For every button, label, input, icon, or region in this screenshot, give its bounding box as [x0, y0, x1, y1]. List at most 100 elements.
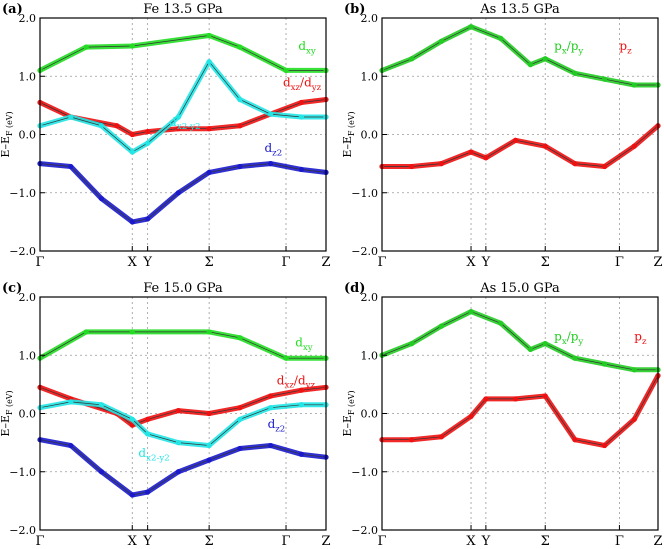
- band-point: [268, 393, 274, 399]
- band-point: [145, 128, 151, 135]
- band-line-core-4: [39, 163, 327, 223]
- band-point: [298, 114, 304, 120]
- y-tick-label: 0.0: [19, 408, 37, 421]
- series-label: dxz​/dyz​: [283, 76, 322, 93]
- y-tick-label: 0.0: [19, 129, 37, 142]
- y-tick-label: 1.0: [19, 70, 37, 83]
- band-point: [129, 329, 135, 335]
- x-tick-label: X: [128, 255, 138, 270]
- band-point: [206, 329, 212, 335]
- band-point: [298, 166, 304, 173]
- band-point: [527, 346, 533, 353]
- band-point: [527, 62, 533, 68]
- x-tick-label: Y: [481, 534, 491, 549]
- y-axis-label: E–EF (eV)​: [0, 111, 14, 157]
- band-line-1: [37, 33, 329, 73]
- band-point: [498, 35, 504, 41]
- series-label: dxy​: [295, 336, 313, 353]
- band-point: [175, 407, 181, 414]
- band-point: [283, 67, 289, 74]
- band-point: [631, 143, 637, 149]
- band-point: [98, 123, 105, 129]
- band-point: [298, 451, 304, 457]
- band-point: [283, 355, 289, 361]
- series-label: dxz​/dyz​: [277, 373, 316, 390]
- band-point: [468, 413, 474, 420]
- band-point: [468, 149, 474, 155]
- band-point: [438, 323, 444, 329]
- band-point: [206, 59, 212, 65]
- y-tick-label: 2.0: [361, 291, 379, 304]
- band-point: [468, 24, 474, 30]
- series-label: dx2-y2​: [138, 446, 169, 463]
- series-label: px​/py​: [554, 330, 583, 347]
- panel-title: As 15.0 GPa: [479, 281, 560, 296]
- band-point: [468, 308, 474, 315]
- band-point: [237, 416, 243, 422]
- band-point: [631, 416, 637, 422]
- band-line-1: [379, 309, 661, 373]
- band-point: [206, 32, 212, 39]
- band-point: [483, 396, 489, 402]
- band-line-4: [37, 437, 329, 498]
- band-point: [129, 149, 135, 155]
- y-tick-label: 1.0: [19, 349, 37, 362]
- panel-label: (a): [2, 2, 23, 17]
- x-tick-label: Z: [321, 534, 330, 549]
- x-tick-label: Z: [653, 255, 662, 270]
- band-point: [175, 469, 181, 475]
- y-tick-label: −2.0: [351, 245, 378, 258]
- y-tick-label: 1.0: [361, 70, 379, 83]
- band-point: [298, 402, 304, 408]
- x-tick-label: Γ: [282, 255, 291, 270]
- band-line-1: [37, 329, 329, 361]
- y-tick-label: −1.0: [351, 466, 378, 479]
- x-tick-label: Σ: [541, 534, 550, 549]
- band-point: [83, 44, 89, 50]
- band-point: [175, 190, 181, 196]
- y-tick-label: 2.0: [19, 291, 37, 304]
- band-point: [129, 219, 135, 225]
- band-point: [268, 405, 274, 411]
- band-point: [98, 195, 105, 202]
- x-tick-label: X: [466, 255, 476, 270]
- band-point: [145, 416, 151, 422]
- band-point: [145, 216, 151, 222]
- plot-frame: [39, 17, 327, 252]
- band-point: [542, 393, 548, 399]
- band-point: [298, 387, 304, 393]
- x-tick-label: Γ: [377, 534, 386, 549]
- y-tick-label: 2.0: [19, 12, 37, 25]
- band-point: [98, 402, 105, 408]
- band-point: [237, 405, 243, 411]
- band-point: [498, 320, 504, 326]
- x-tick-label: Y: [142, 255, 152, 270]
- y-tick-label: 0.0: [361, 408, 379, 421]
- y-tick-label: −1.0: [9, 187, 36, 200]
- x-tick-label: Y: [142, 534, 152, 549]
- x-tick-label: X: [128, 534, 138, 549]
- band-point: [206, 442, 212, 449]
- band-point: [145, 489, 151, 495]
- band-point: [175, 114, 181, 120]
- y-tick-label: −1.0: [9, 466, 36, 479]
- panel-label: (b): [344, 2, 365, 17]
- band-point: [175, 440, 181, 446]
- band-point: [631, 82, 637, 88]
- band-point: [237, 44, 243, 50]
- y-tick-label: 0.0: [361, 129, 379, 142]
- panel-title: As 13.5 GPa: [479, 2, 560, 17]
- band-point: [129, 492, 135, 498]
- x-tick-label: Z: [321, 255, 330, 270]
- band-point: [129, 416, 135, 422]
- x-tick-label: Γ: [282, 534, 291, 549]
- band-point: [572, 355, 578, 361]
- y-tick-label: −2.0: [351, 524, 378, 537]
- band-point: [572, 70, 578, 76]
- band-point: [68, 399, 74, 405]
- series-label: dxy​: [298, 39, 316, 56]
- band-point: [438, 38, 444, 44]
- x-tick-label: Γ: [615, 255, 624, 270]
- x-tick-label: Γ: [35, 255, 44, 270]
- y-tick-label: 1.0: [361, 349, 379, 362]
